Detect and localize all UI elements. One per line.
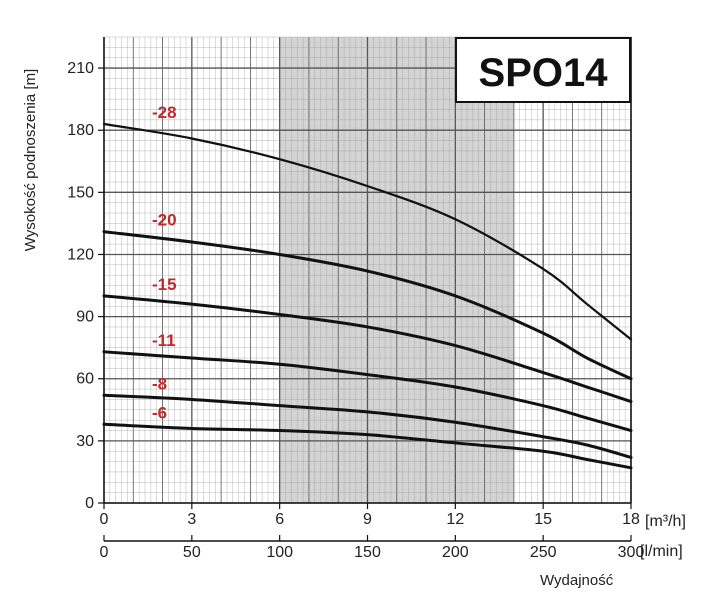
- x-tick-label-primary: 9: [363, 511, 372, 528]
- series-label: -28: [152, 103, 177, 122]
- x-tick-label-primary: 6: [275, 511, 284, 528]
- x-tick-label-primary: 12: [446, 511, 464, 528]
- x-tick-label-primary: 18: [622, 511, 640, 528]
- x-tick-label-primary: 0: [100, 511, 109, 528]
- y-tick-label: 120: [67, 246, 94, 263]
- y-tick-label: 150: [67, 184, 94, 201]
- y-tick-label: 210: [67, 60, 94, 77]
- x-unit-secondary: [l/min]: [640, 543, 683, 560]
- y-tick-label: 0: [85, 495, 94, 512]
- x-axis-title: Wydajność: [540, 572, 614, 589]
- x-tick-label-secondary: 150: [354, 544, 381, 561]
- curve-minus11: [102, 350, 633, 433]
- y-tick-label: 60: [76, 371, 94, 388]
- y-tick-label: 30: [76, 433, 94, 450]
- x-tick-label-primary: 15: [534, 511, 552, 528]
- curve-minus28: [102, 122, 633, 341]
- series-label: -6: [152, 403, 167, 422]
- y-tick-label: 180: [67, 122, 94, 139]
- curve-minus6: [102, 422, 633, 470]
- curve-minus8: [102, 393, 633, 459]
- y-axis-title: Wysokość podnoszenia [m]: [22, 69, 39, 251]
- x-tick-label-secondary: 200: [442, 544, 469, 561]
- series-label: -11: [152, 331, 176, 350]
- series-labels: -28 -20 -15 -11 -8 -6: [152, 103, 177, 422]
- x-tick-label-secondary: 100: [266, 544, 293, 561]
- series-label: -20: [152, 211, 177, 230]
- curve-minus20: [102, 230, 633, 381]
- x-tick-label-secondary: 250: [530, 544, 557, 561]
- series-label: -8: [152, 374, 167, 393]
- x-tick-label-secondary: 300: [618, 544, 645, 561]
- x-tick-label-primary: 3: [187, 511, 196, 528]
- x-tick-label-secondary: 0: [100, 544, 109, 561]
- chart-title: SPO14: [479, 51, 609, 95]
- title-box: SPO14: [455, 37, 631, 103]
- x-tick-label-secondary: 50: [183, 544, 201, 561]
- y-tick-label: 90: [76, 309, 94, 326]
- curves: [102, 122, 633, 470]
- series-label: -15: [152, 275, 177, 294]
- x-unit-primary: [m³/h]: [645, 513, 686, 530]
- curve-minus15: [102, 294, 633, 404]
